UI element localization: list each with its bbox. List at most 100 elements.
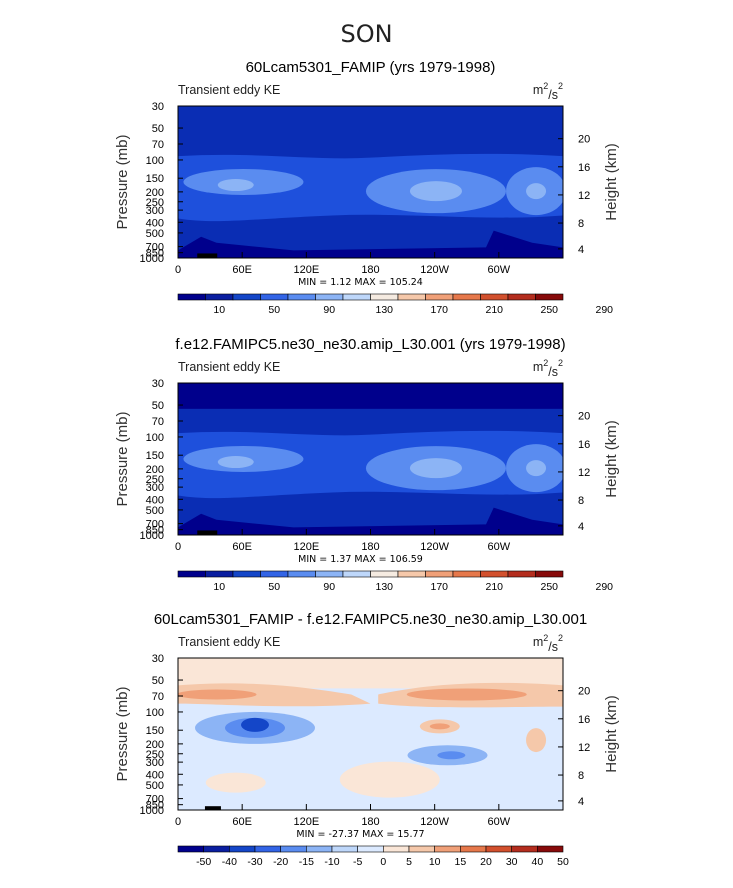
colorbar-box [287, 293, 316, 301]
colorbar-label: 130 [375, 581, 393, 593]
colorbar-box [287, 570, 316, 578]
y-tick-label: 400 [146, 494, 164, 506]
x-tick-label: 0 [175, 816, 181, 828]
colorbar-box [480, 570, 509, 578]
colorbar-label: -20 [273, 856, 288, 868]
y-tick-label: 400 [146, 769, 164, 781]
colorbar-box [507, 293, 536, 301]
colorbar-box [306, 845, 333, 853]
colorbar-box [370, 570, 399, 578]
y-tick-label: 300 [146, 482, 164, 494]
colorbar-box [177, 293, 206, 301]
y-tick-label: 300 [146, 757, 164, 769]
colorbar-box [232, 293, 261, 301]
colorbar-box [452, 293, 481, 301]
colorbar-label: -30 [247, 856, 262, 868]
colorbar-box [480, 293, 509, 301]
y-tick-label: 30 [152, 653, 164, 665]
units-part: 2 [558, 358, 563, 368]
colorbar-box [397, 570, 426, 578]
stats-label: MIN = -27.37 MAX = 15.77 [296, 829, 424, 840]
y-tick-label: 70 [152, 691, 164, 703]
colorbar-label: 50 [268, 304, 280, 316]
y-tick-label: 500 [146, 780, 164, 792]
y-tick-label: 250 [146, 474, 164, 486]
colorbar-label: -15 [299, 856, 314, 868]
y-right-axis-label: Height (km) [603, 420, 620, 498]
y-right-axis-label: Height (km) [603, 143, 620, 221]
y-tick-label: 50 [152, 400, 164, 412]
panel-2: f.e12.FAMIPC5.ne30_ne30.amip_L30.001 (yr… [114, 336, 620, 593]
colorbar-label: 90 [323, 581, 335, 593]
colorbar-box [383, 845, 410, 853]
colorbar-label: 250 [540, 581, 558, 593]
jet-peak-pacific [409, 458, 462, 479]
topography-mask [204, 806, 221, 810]
colorbar-box [434, 845, 461, 853]
colorbar-box [535, 570, 564, 578]
y-tick-label: 100 [146, 155, 164, 167]
warm-region-lower [339, 761, 440, 798]
contour-field [178, 383, 563, 535]
colorbar-label: 170 [430, 581, 448, 593]
x-tick-label: 60W [488, 541, 511, 553]
colorbar-box [331, 845, 358, 853]
colorbar-box [357, 845, 384, 853]
colorbar-box [485, 845, 512, 853]
colorbar-box [397, 293, 426, 301]
colorbar-box [342, 293, 371, 301]
jet-peak-atlantic [526, 460, 547, 477]
topography-mask [197, 530, 218, 535]
y-right-tick-label: 20 [578, 134, 590, 146]
y-tick-label: 200 [146, 739, 164, 751]
colorbar-box [205, 570, 234, 578]
y-right-tick-label: 12 [578, 467, 590, 479]
panel-1: 60Lcam5301_FAMIP (yrs 1979-1998) Transien… [114, 59, 620, 316]
surface-layer [178, 230, 563, 258]
x-tick-label: 180 [361, 816, 379, 828]
y-tick-label: 200 [146, 187, 164, 199]
units-part: 2 [558, 633, 563, 643]
y-tick-label: 50 [152, 675, 164, 687]
y-tick-label: 1000 [140, 253, 164, 265]
x-tick-label: 60E [232, 264, 252, 276]
colorbar-box [460, 845, 487, 853]
colorbar-label: 290 [595, 304, 613, 316]
y-tick-label: 200 [146, 464, 164, 476]
y-tick-label: 1000 [140, 805, 164, 817]
y-right-axis-label: Height (km) [603, 695, 620, 773]
x-tick-label: 120E [293, 541, 319, 553]
y-axis-label: Pressure (mb) [114, 686, 131, 781]
colorbar-box [280, 845, 307, 853]
colorbar-label: 210 [485, 581, 503, 593]
colorbar-label: 15 [454, 856, 466, 868]
x-tick-label: 60W [488, 816, 511, 828]
x-tick-label: 120W [420, 264, 449, 276]
jet-peak-east [217, 456, 254, 469]
colorbar-label: 250 [540, 304, 558, 316]
y-axis-label: Pressure (mb) [114, 134, 131, 229]
y-tick-label: 100 [146, 707, 164, 719]
colorbar-box [507, 570, 536, 578]
y-right-tick-label: 12 [578, 742, 590, 754]
warm-region-lower-west [205, 772, 266, 793]
panel-title: 60Lcam5301_FAMIP (yrs 1979-1998) [246, 59, 496, 76]
y-tick-label: 400 [146, 217, 164, 229]
colorbar-box [452, 570, 481, 578]
y-tick-label: 700 [146, 794, 164, 806]
colorbar-box [425, 293, 454, 301]
y-tick-label: 70 [152, 139, 164, 151]
panel-left-label: Transient eddy KE [178, 83, 280, 97]
contour-field [178, 658, 563, 810]
units-part: /s [548, 640, 558, 654]
y-right-tick-label: 4 [578, 796, 584, 808]
colorbar-box [254, 845, 281, 853]
x-tick-label: 120W [420, 816, 449, 828]
y-tick-label: 100 [146, 432, 164, 444]
warm-core-east [406, 688, 527, 701]
units-label: m2/s2 [533, 633, 563, 654]
colorbar-label: -10 [324, 856, 339, 868]
y-tick-label: 30 [152, 378, 164, 390]
surface-layer [178, 507, 563, 535]
colorbar-box [370, 293, 399, 301]
